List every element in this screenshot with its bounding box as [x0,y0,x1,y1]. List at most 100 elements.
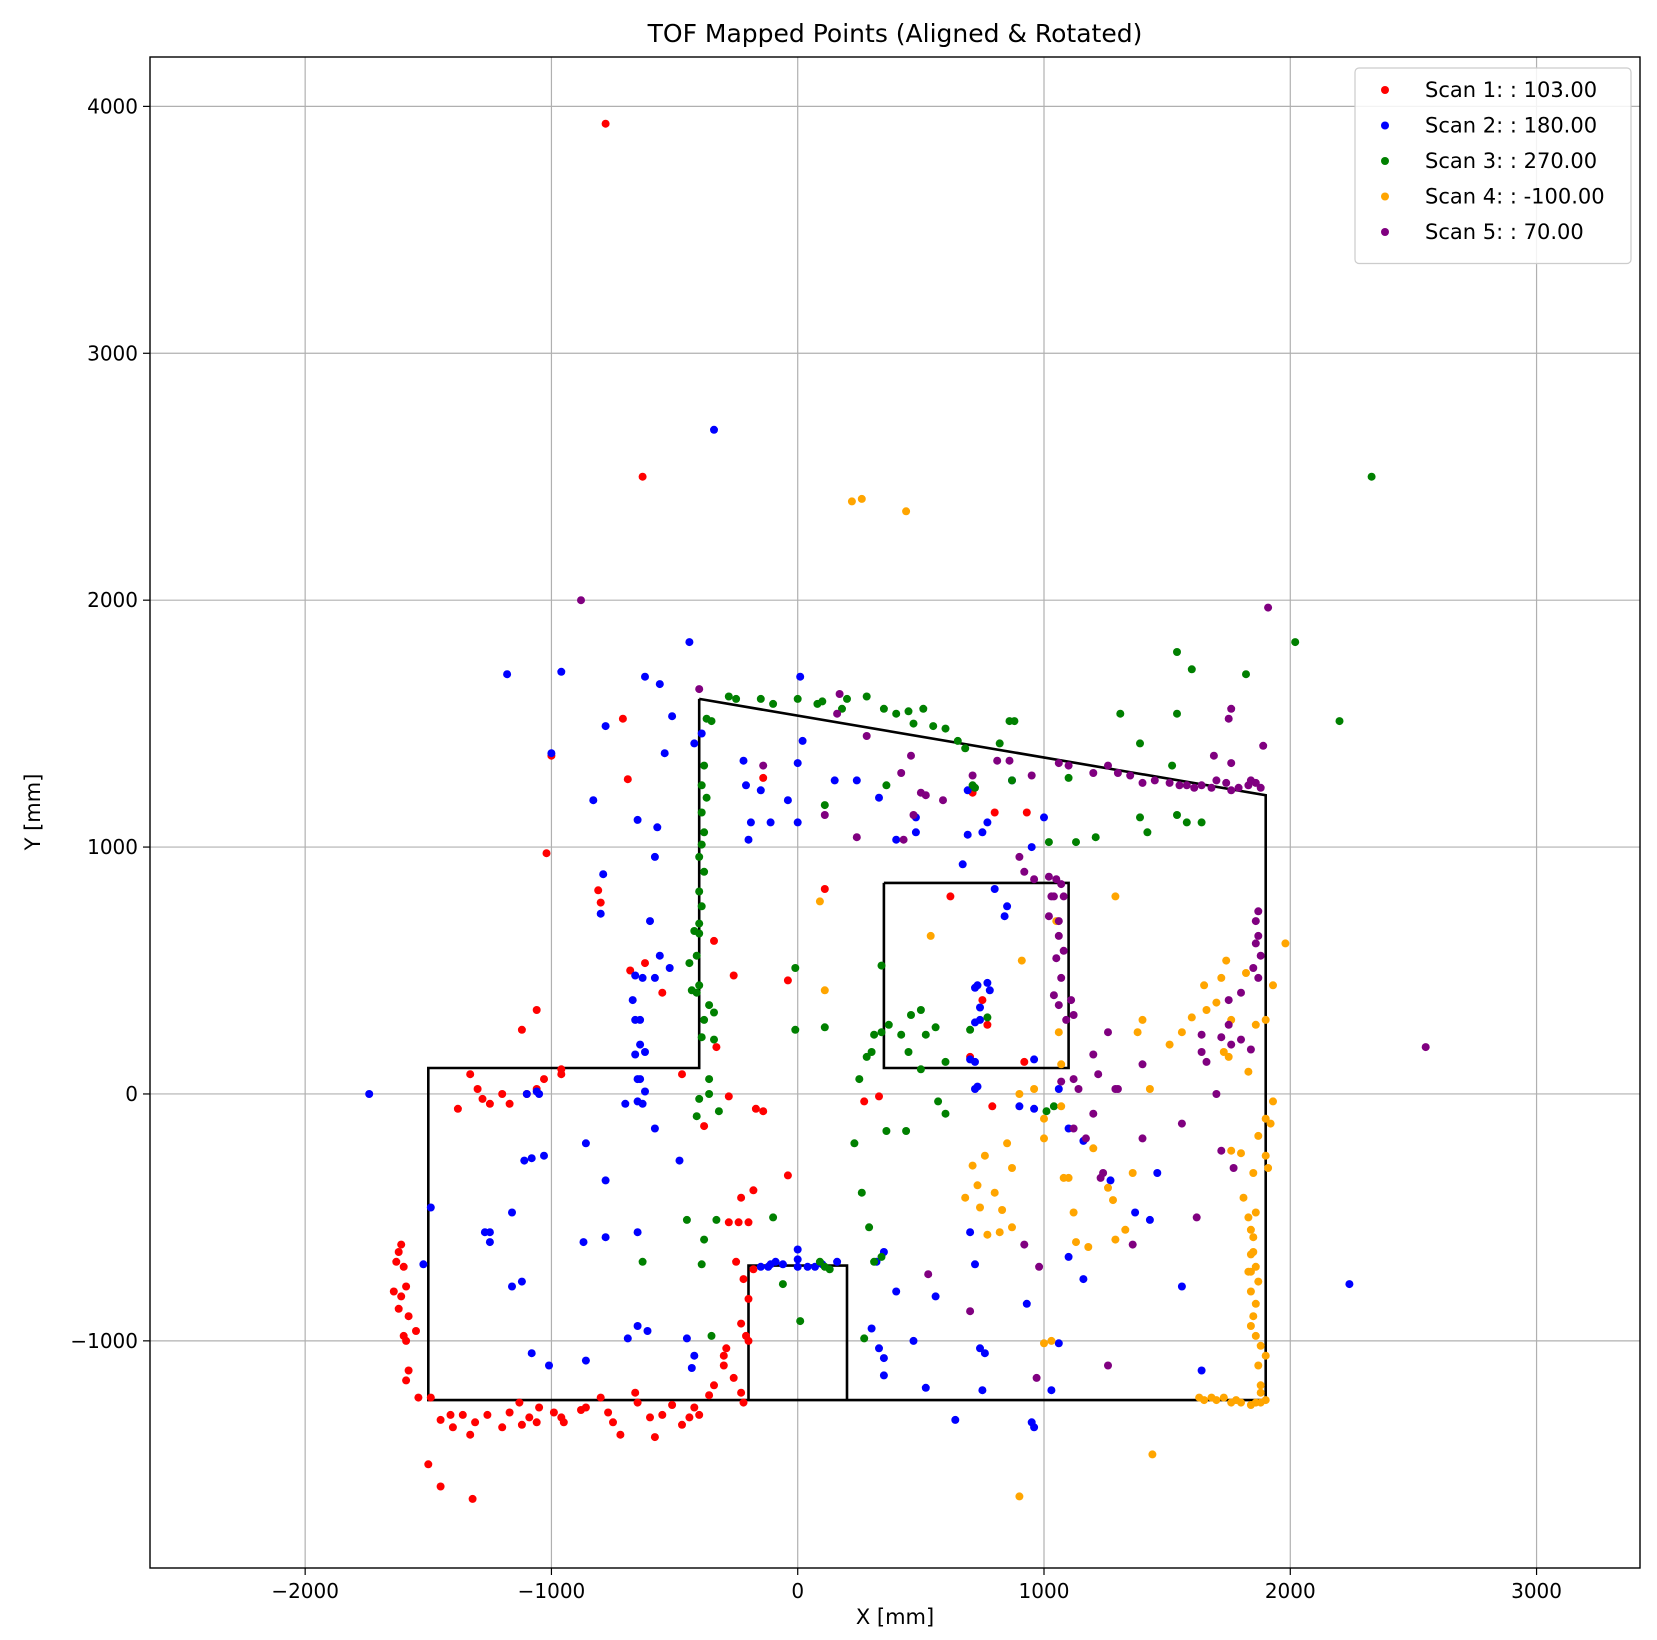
data-points [365,119,1430,1503]
data-point [468,1494,477,1503]
data-point [877,1028,886,1037]
data-point [697,1260,706,1269]
data-point [916,1065,925,1074]
data-point [1212,776,1221,785]
data-point [976,1344,984,1353]
data-point [1261,1151,1270,1160]
data-point [941,724,950,733]
data-point [875,1344,883,1353]
data-point [466,1070,475,1079]
data-point [793,759,802,768]
data-point [783,796,792,805]
data-point [1136,813,1144,822]
data-point [978,1386,987,1395]
data-point [685,1413,694,1422]
data-point [759,761,768,770]
data-point [966,1025,975,1034]
data-point [749,1186,758,1195]
data-point [870,1257,879,1266]
data-point [697,840,706,849]
legend-label: Scan 2: : 180.00 [1425,114,1597,138]
data-point [1219,1048,1228,1056]
data-point [641,959,649,968]
data-point [892,1287,901,1296]
data-point [1032,1373,1041,1382]
data-point [695,685,704,694]
data-point [1177,1119,1186,1128]
data-point [710,425,718,434]
data-point [815,1257,824,1266]
data-point [897,769,906,777]
data-point [1057,1077,1066,1086]
data-point [641,1087,649,1096]
data-point [744,1294,753,1303]
data-point [690,1351,699,1360]
data-point [719,1351,728,1360]
data-point [791,1025,800,1034]
data-point [907,751,915,760]
data-point [1217,973,1226,982]
data-point [1069,1075,1078,1084]
data-point [1044,912,1053,921]
data-point [1175,781,1184,790]
data-point [857,494,866,503]
data-point [1138,778,1147,787]
room-outline [882,881,1070,1070]
data-point [1109,1196,1117,1205]
data-point [1187,665,1196,674]
data-point [1256,1341,1265,1350]
data-point [1421,1043,1430,1052]
data-point [621,1099,630,1108]
data-point [702,714,711,723]
data-point [1136,739,1144,748]
x-axis-label: X [mm] [856,1605,934,1629]
y-tick-label: −1000 [70,1329,138,1353]
data-point [678,1420,686,1429]
data-point [1113,769,1122,777]
data-point [1212,1090,1221,1098]
data-point [983,818,992,827]
data-point [907,1011,915,1019]
data-point [485,1238,494,1247]
data-point [535,1090,544,1098]
data-point [995,739,1004,748]
data-point [1143,828,1152,837]
data-point [995,1228,1004,1237]
data-point [1202,1006,1211,1014]
data-point [1005,756,1014,765]
data-point [850,1139,859,1148]
data-point [835,690,844,698]
data-point [1244,1067,1253,1076]
data-point [811,1262,819,1271]
data-point [1254,1361,1263,1370]
data-point [1244,1213,1253,1222]
data-point [1062,1015,1071,1024]
data-point [1227,786,1236,795]
chart-title: TOF Mapped Points (Aligned & Rotated) [647,19,1143,48]
data-point [638,973,647,982]
data-point [1224,996,1233,1005]
legend-box [1354,67,1632,265]
data-point [1017,956,1026,965]
data-point [485,1099,494,1108]
data-point [697,808,706,817]
data-point [941,1109,950,1118]
x-tick-label: −2000 [271,1579,339,1603]
data-point [778,1260,787,1269]
data-point [1224,714,1233,723]
data-point [641,672,649,681]
data-point [968,1161,977,1170]
data-point [798,736,807,745]
data-point [1064,1252,1073,1261]
data-point [1064,773,1073,782]
axis-ticks: −2000 −1000 0 1000 2000 3000 −1000 0 1000 2000 300… [70,94,1562,1603]
data-point [1173,811,1181,819]
data-point [1182,818,1191,827]
data-point [646,917,654,926]
data-point [983,1020,992,1029]
data-point [1054,1001,1063,1010]
data-point [480,1228,489,1237]
data-point [860,1334,869,1343]
data-point [705,1001,714,1010]
data-point [980,1151,989,1160]
